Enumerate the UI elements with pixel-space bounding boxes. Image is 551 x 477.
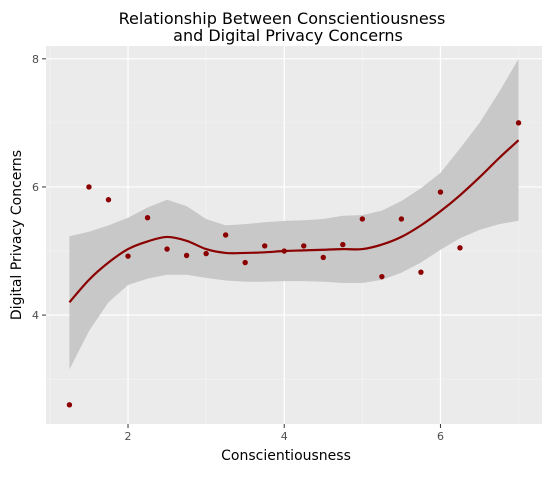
y-tick-label: 8 xyxy=(32,53,39,66)
y-tick-label: 4 xyxy=(32,309,39,322)
y-tick-label: 6 xyxy=(32,181,39,194)
y-axis-ticks: 4 6 8 xyxy=(32,53,46,322)
x-tick-label: 6 xyxy=(437,430,444,443)
x-tick-label: 2 xyxy=(125,430,132,443)
data-point xyxy=(164,246,170,252)
data-point xyxy=(242,259,248,266)
confidence-ribbon xyxy=(69,58,519,370)
data-point xyxy=(262,243,268,249)
data-point xyxy=(359,216,366,222)
data-point xyxy=(66,402,73,408)
data-point xyxy=(203,250,209,257)
chart-title-line-1: Relationship Between Conscientiousness xyxy=(119,9,446,28)
smooth-trend-line xyxy=(68,139,520,303)
data-point xyxy=(281,248,287,254)
data-point xyxy=(125,253,131,259)
data-point xyxy=(144,215,151,221)
data-point xyxy=(379,273,385,280)
data-point xyxy=(437,189,444,195)
data-points xyxy=(66,120,522,408)
data-point xyxy=(515,120,522,126)
data-point xyxy=(320,254,326,261)
chart-title-line-2: and Digital Privacy Concerns xyxy=(173,26,403,45)
data-point xyxy=(340,241,346,248)
data-point xyxy=(418,269,424,275)
x-axis-label: Conscientiousness xyxy=(221,448,351,464)
data-point xyxy=(105,197,112,203)
y-axis-label: Digital Privacy Concerns xyxy=(9,150,25,320)
data-point xyxy=(301,243,307,249)
data-point xyxy=(457,245,463,251)
data-point xyxy=(398,216,405,222)
data-point xyxy=(86,184,92,190)
x-axis-ticks: 2 4 6 xyxy=(125,424,444,443)
data-point xyxy=(222,232,229,238)
x-tick-label: 4 xyxy=(281,430,288,443)
data-point xyxy=(183,252,190,259)
